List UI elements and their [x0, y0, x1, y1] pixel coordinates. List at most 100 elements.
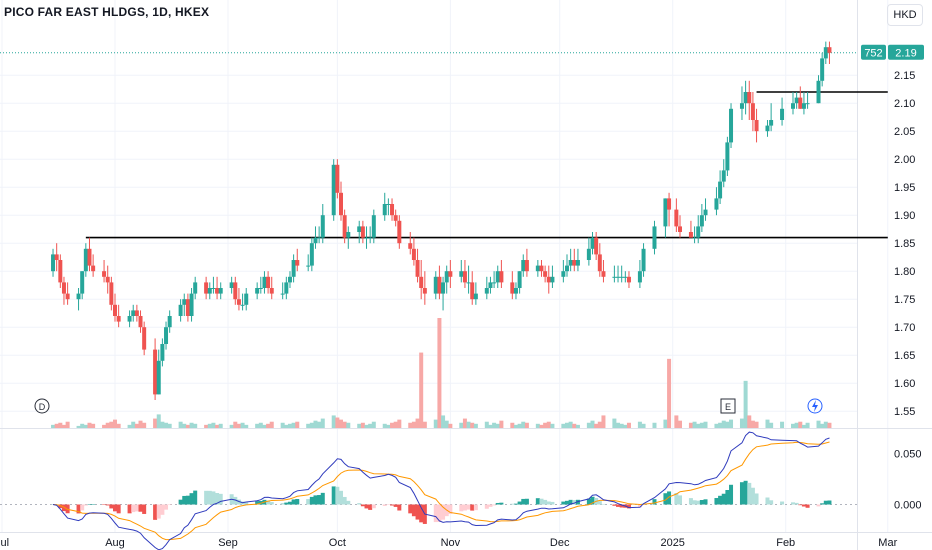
macd-histogram-bar: [309, 496, 314, 505]
flash-event-icon[interactable]: [807, 398, 823, 414]
macd-signal-line: [52, 441, 830, 541]
candle-body: [422, 288, 427, 294]
candle-body: [470, 282, 475, 300]
volume-bar: [386, 424, 391, 428]
candle-body: [590, 237, 595, 249]
currency-button[interactable]: HKD: [887, 4, 923, 26]
macd-histogram-bar: [437, 504, 442, 522]
candle-body: [601, 271, 606, 277]
candle-body: [138, 316, 143, 328]
candle-body: [346, 232, 351, 238]
macd-histogram-bar: [765, 497, 770, 505]
macd-histogram-bar: [61, 504, 66, 512]
candle-body: [215, 288, 220, 294]
volume-bar: [317, 421, 322, 428]
macd-histogram-bar: [561, 501, 566, 505]
macd-histogram-bar: [780, 501, 785, 505]
volume-bar: [266, 423, 271, 428]
volume-bar: [164, 422, 169, 428]
macd-histogram-bar: [674, 493, 679, 505]
macd-histogram-bar: [185, 495, 190, 505]
volume-bar: [167, 423, 172, 428]
price-tick-label: 1.95: [894, 182, 915, 194]
macd-histogram-bar: [167, 504, 172, 505]
candle-body: [754, 120, 759, 132]
candle-body: [320, 215, 325, 238]
candle-body: [524, 260, 529, 272]
volume-bar: [138, 420, 143, 428]
candle-body: [240, 304, 245, 306]
candle-body: [51, 254, 56, 272]
volume-bar: [801, 424, 806, 428]
volume-bar: [543, 422, 548, 428]
macd-histogram-bar: [411, 504, 416, 517]
macd-histogram-bar: [364, 504, 369, 509]
last-price-label: 2.19: [895, 47, 916, 59]
macd-histogram-bar: [488, 504, 493, 507]
macd-histogram-bar: [699, 499, 704, 505]
candle-body: [495, 271, 500, 283]
macd-histogram-bar: [80, 504, 85, 511]
candle-body: [539, 265, 544, 272]
candle-body: [568, 260, 573, 266]
volume-bar: [204, 424, 209, 428]
macd-histogram-bar: [390, 504, 395, 506]
macd-histogram-bar: [105, 504, 110, 506]
candle-body: [663, 198, 668, 227]
volume-bar: [798, 421, 803, 428]
volume-bar: [572, 423, 577, 428]
candle-body: [295, 260, 300, 266]
earnings-marker[interactable]: E: [720, 398, 736, 414]
volume-bar: [721, 420, 726, 428]
macd-histogram-bar: [801, 504, 806, 507]
macd-histogram-bar: [448, 504, 453, 514]
candle-body: [211, 288, 216, 289]
candles-layer: [51, 41, 832, 400]
volume-bar: [499, 420, 504, 428]
time-tick-label: Dec: [550, 537, 570, 549]
candle-body: [134, 310, 139, 316]
candle-body: [769, 120, 774, 126]
dividend-marker[interactable]: D: [34, 398, 50, 414]
macd-histogram-bar: [153, 504, 158, 520]
macd-histogram-bar: [791, 502, 795, 505]
volume-bar: [626, 422, 631, 428]
candle-body: [258, 288, 263, 289]
macd-histogram-bar: [287, 501, 292, 505]
candle-body: [255, 288, 260, 294]
candle-body: [641, 248, 646, 272]
price-tick-label: 1.90: [894, 210, 915, 222]
macd-histogram-bar: [820, 503, 825, 505]
candle-body: [342, 215, 347, 238]
candle-body: [80, 271, 85, 294]
volume-bar: [692, 421, 697, 428]
candle-body: [317, 237, 322, 239]
price-tick-label: 1.80: [894, 266, 915, 278]
volume-bar: [102, 424, 107, 428]
macd-histogram-bar: [459, 504, 464, 512]
price-tick-label: 2.05: [894, 126, 915, 138]
macd-histogram-bar: [696, 500, 701, 505]
candle-body: [339, 192, 343, 216]
macd-histogram-bar: [750, 487, 755, 505]
macd-histogram-bar: [160, 504, 165, 515]
volume-bar: [262, 424, 267, 428]
macd-histogram-bar: [189, 493, 194, 505]
volume-bar: [466, 421, 471, 428]
volume-bar: [444, 420, 449, 428]
macd-histogram-bar: [306, 499, 311, 505]
volume-bar: [703, 421, 708, 428]
dividend-marker-circle: [34, 398, 50, 414]
candle-body: [193, 282, 198, 294]
volume-bar: [335, 417, 340, 428]
volume-bar: [113, 419, 117, 428]
candle-body: [473, 293, 478, 300]
macd-histogram-bar: [521, 498, 526, 505]
macd-tick-label: 0.050: [894, 449, 922, 461]
volume-bar: [51, 424, 56, 428]
macd-histogram-bar: [255, 501, 260, 505]
volume-bar: [185, 424, 190, 428]
volume-bar: [725, 421, 730, 428]
volume-bar: [156, 414, 161, 428]
